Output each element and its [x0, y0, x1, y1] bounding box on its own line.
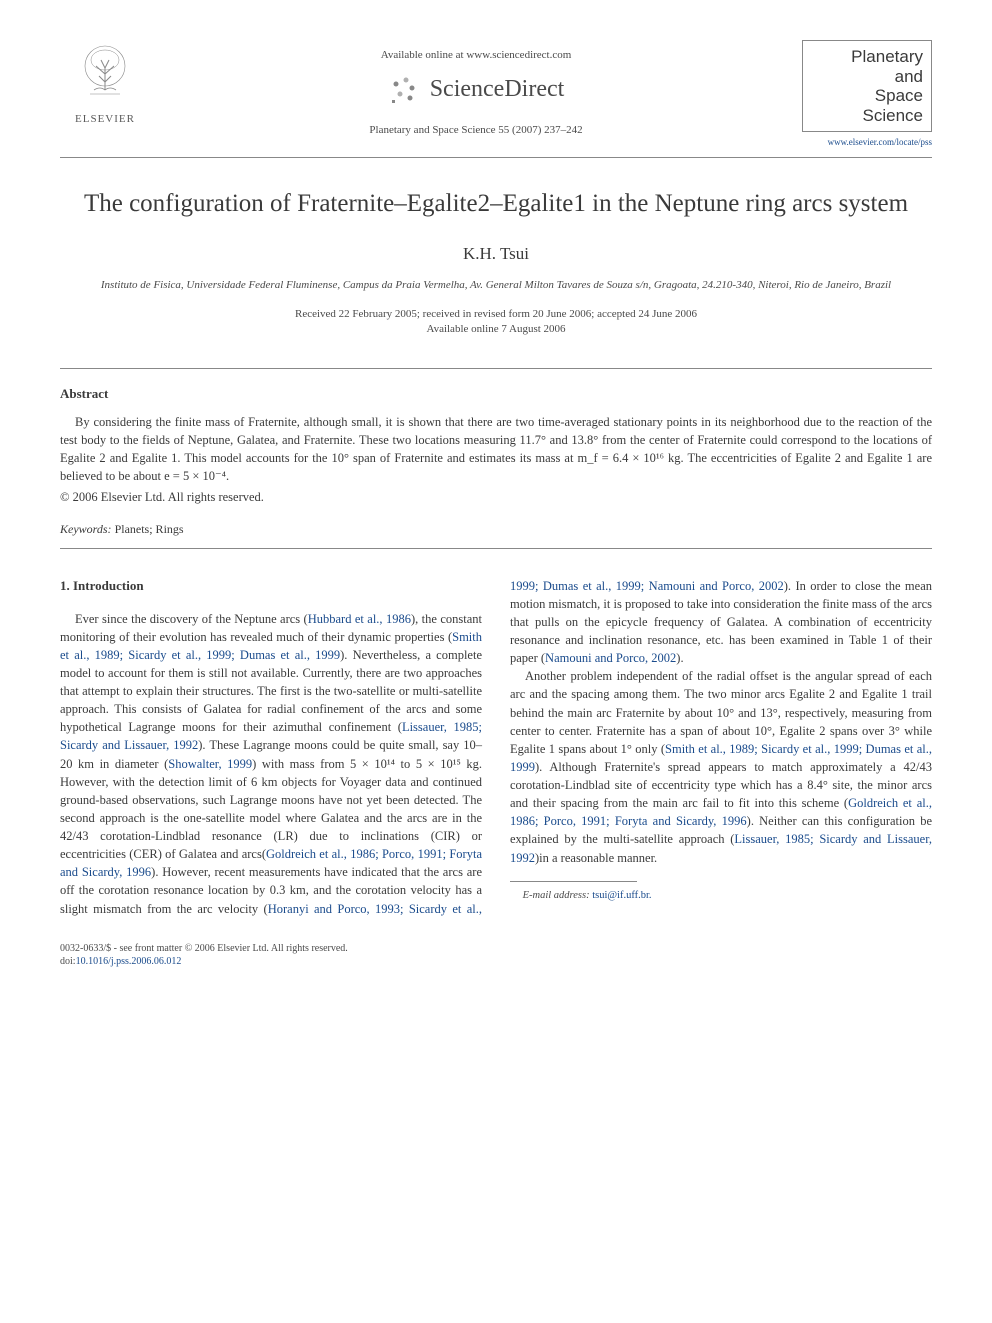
abstract-body: By considering the finite mass of Frater… [60, 415, 932, 483]
section-1-heading: 1. Introduction [60, 577, 482, 596]
intro-para-2: Another problem independent of the radia… [510, 667, 932, 866]
elsevier-tree-icon [70, 40, 140, 110]
sciencedirect-icon [388, 74, 420, 106]
article-title: The configuration of Fraternite–Egalite2… [60, 188, 932, 221]
article-dates: Received 22 February 2005; received in r… [60, 307, 932, 338]
available-online-text: Available online at www.sciencedirect.co… [150, 48, 802, 63]
elsevier-logo: ELSEVIER [60, 40, 150, 127]
citation-link[interactable]: Hubbard et al., 1986 [308, 612, 411, 626]
footer-matter: 0032-0633/$ - see front matter © 2006 El… [60, 942, 932, 969]
page-header: ELSEVIER Available online at www.science… [60, 40, 932, 149]
footer-front-matter: 0032-0633/$ - see front matter © 2006 El… [60, 942, 932, 956]
sciencedirect-brand: ScienceDirect [150, 73, 802, 107]
header-rule [60, 157, 932, 158]
elsevier-label: ELSEVIER [75, 112, 135, 127]
abstract-text: By considering the finite mass of Frater… [60, 413, 932, 486]
email-link[interactable]: tsui@if.uff.br. [592, 890, 651, 901]
footnote-rule [510, 881, 637, 882]
copyright-line: © 2006 Elsevier Ltd. All rights reserved… [60, 489, 932, 507]
doi-link[interactable]: 10.1016/j.pss.2006.06.012 [76, 956, 182, 967]
footnote-label: E-mail address: [523, 890, 590, 901]
keywords-line: Keywords: Planets; Rings [60, 521, 932, 538]
author-name: K.H. Tsui [60, 242, 932, 266]
sciencedirect-text: ScienceDirect [430, 73, 565, 107]
doi-label: doi: [60, 956, 76, 967]
journal-title-box: Planetary and Space Science [802, 40, 932, 132]
journal-box-wrapper: Planetary and Space Science www.elsevier… [802, 40, 932, 149]
keywords-values: Planets; Rings [115, 522, 184, 536]
citation-link[interactable]: Namouni and Porco, 2002 [545, 651, 676, 665]
citation-link[interactable]: Showalter, 1999 [168, 757, 252, 771]
footer-doi-line: doi:10.1016/j.pss.2006.06.012 [60, 955, 932, 969]
abstract-bottom-rule [60, 548, 932, 549]
abstract-heading: Abstract [60, 385, 932, 403]
body-columns: 1. Introduction Ever since the discovery… [60, 577, 932, 918]
center-header: Available online at www.sciencedirect.co… [150, 40, 802, 138]
dates-online: Available online 7 August 2006 [60, 322, 932, 337]
abstract-top-rule [60, 368, 932, 369]
journal-reference: Planetary and Space Science 55 (2007) 23… [150, 123, 802, 138]
journal-title-line1: Planetary [811, 47, 923, 67]
footnote-email: E-mail address: tsui@if.uff.br. [510, 888, 932, 903]
journal-url-link[interactable]: www.elsevier.com/locate/pss [802, 136, 932, 149]
keywords-label: Keywords: [60, 522, 112, 536]
dates-received: Received 22 February 2005; received in r… [60, 307, 932, 322]
journal-title-line3: Space Science [811, 86, 923, 125]
journal-title-line2: and [811, 67, 923, 87]
author-affiliation: Instituto de Fisica, Universidade Federa… [60, 278, 932, 293]
